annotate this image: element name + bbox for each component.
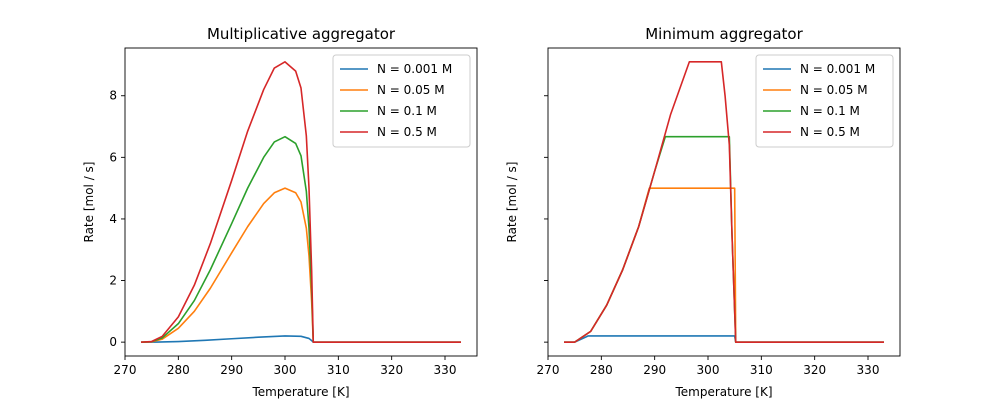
x-tick-label: 330 bbox=[434, 363, 457, 377]
legend: N = 0.001 M N = 0.05 M N = 0.1 M N = 0.5 M bbox=[332, 54, 471, 148]
y-tick-label: 2 bbox=[109, 274, 117, 288]
y-tick-label: 6 bbox=[109, 150, 117, 164]
x-tick-label: 290 bbox=[220, 363, 243, 377]
x-tick-label: 300 bbox=[697, 363, 720, 377]
series-lines bbox=[564, 61, 884, 343]
x-axis-label: Temperature [K] bbox=[674, 385, 772, 399]
series-lines bbox=[140, 61, 461, 343]
legend-label-2: N = 0.1 M bbox=[800, 104, 860, 118]
x-tick-label: 310 bbox=[327, 363, 350, 377]
x-tick-label: 320 bbox=[380, 363, 403, 377]
legend-label-1: N = 0.05 M bbox=[800, 83, 868, 97]
chart-title: Minimum aggregator bbox=[645, 25, 803, 43]
legend-label-2: N = 0.1 M bbox=[377, 104, 437, 118]
y-tick-label: 8 bbox=[109, 89, 117, 103]
chart-minimum-aggregator: Minimum aggregator 270 280 290 300 310 320 330 T… bbox=[505, 25, 901, 399]
x-axis-label: Temperature [K] bbox=[251, 385, 349, 399]
series-line-3 bbox=[140, 61, 461, 343]
plot-frame bbox=[547, 47, 901, 357]
x-tick-label: 270 bbox=[114, 363, 137, 377]
legend: N = 0.001 M N = 0.05 M N = 0.1 M N = 0.5 M bbox=[755, 54, 894, 148]
series-line-3 bbox=[564, 61, 884, 343]
legend-box bbox=[755, 54, 894, 148]
legend-label-0: N = 0.001 M bbox=[800, 62, 875, 76]
x-tick-label: 280 bbox=[590, 363, 613, 377]
x-tick-label: 280 bbox=[167, 363, 190, 377]
plot-frame bbox=[124, 47, 478, 357]
x-tick-label: 300 bbox=[274, 363, 297, 377]
x-tick-label: 320 bbox=[803, 363, 826, 377]
legend-label-1: N = 0.05 M bbox=[377, 83, 445, 97]
y-tick-label: 0 bbox=[109, 335, 117, 349]
y-tick-label: 4 bbox=[109, 212, 117, 226]
legend-label-3: N = 0.5 M bbox=[377, 125, 437, 139]
y-axis-label: Rate [mol / s] bbox=[505, 162, 519, 243]
legend-label-0: N = 0.001 M bbox=[377, 62, 452, 76]
y-axis-label: Rate [mol / s] bbox=[82, 162, 96, 243]
legend-box bbox=[332, 54, 471, 148]
legend-label-3: N = 0.5 M bbox=[800, 125, 860, 139]
x-tick-label: 270 bbox=[537, 363, 560, 377]
chart-title: Multiplicative aggregator bbox=[207, 25, 396, 43]
x-tick-label: 290 bbox=[643, 363, 666, 377]
x-tick-label: 330 bbox=[857, 363, 880, 377]
x-tick-label: 310 bbox=[750, 363, 773, 377]
